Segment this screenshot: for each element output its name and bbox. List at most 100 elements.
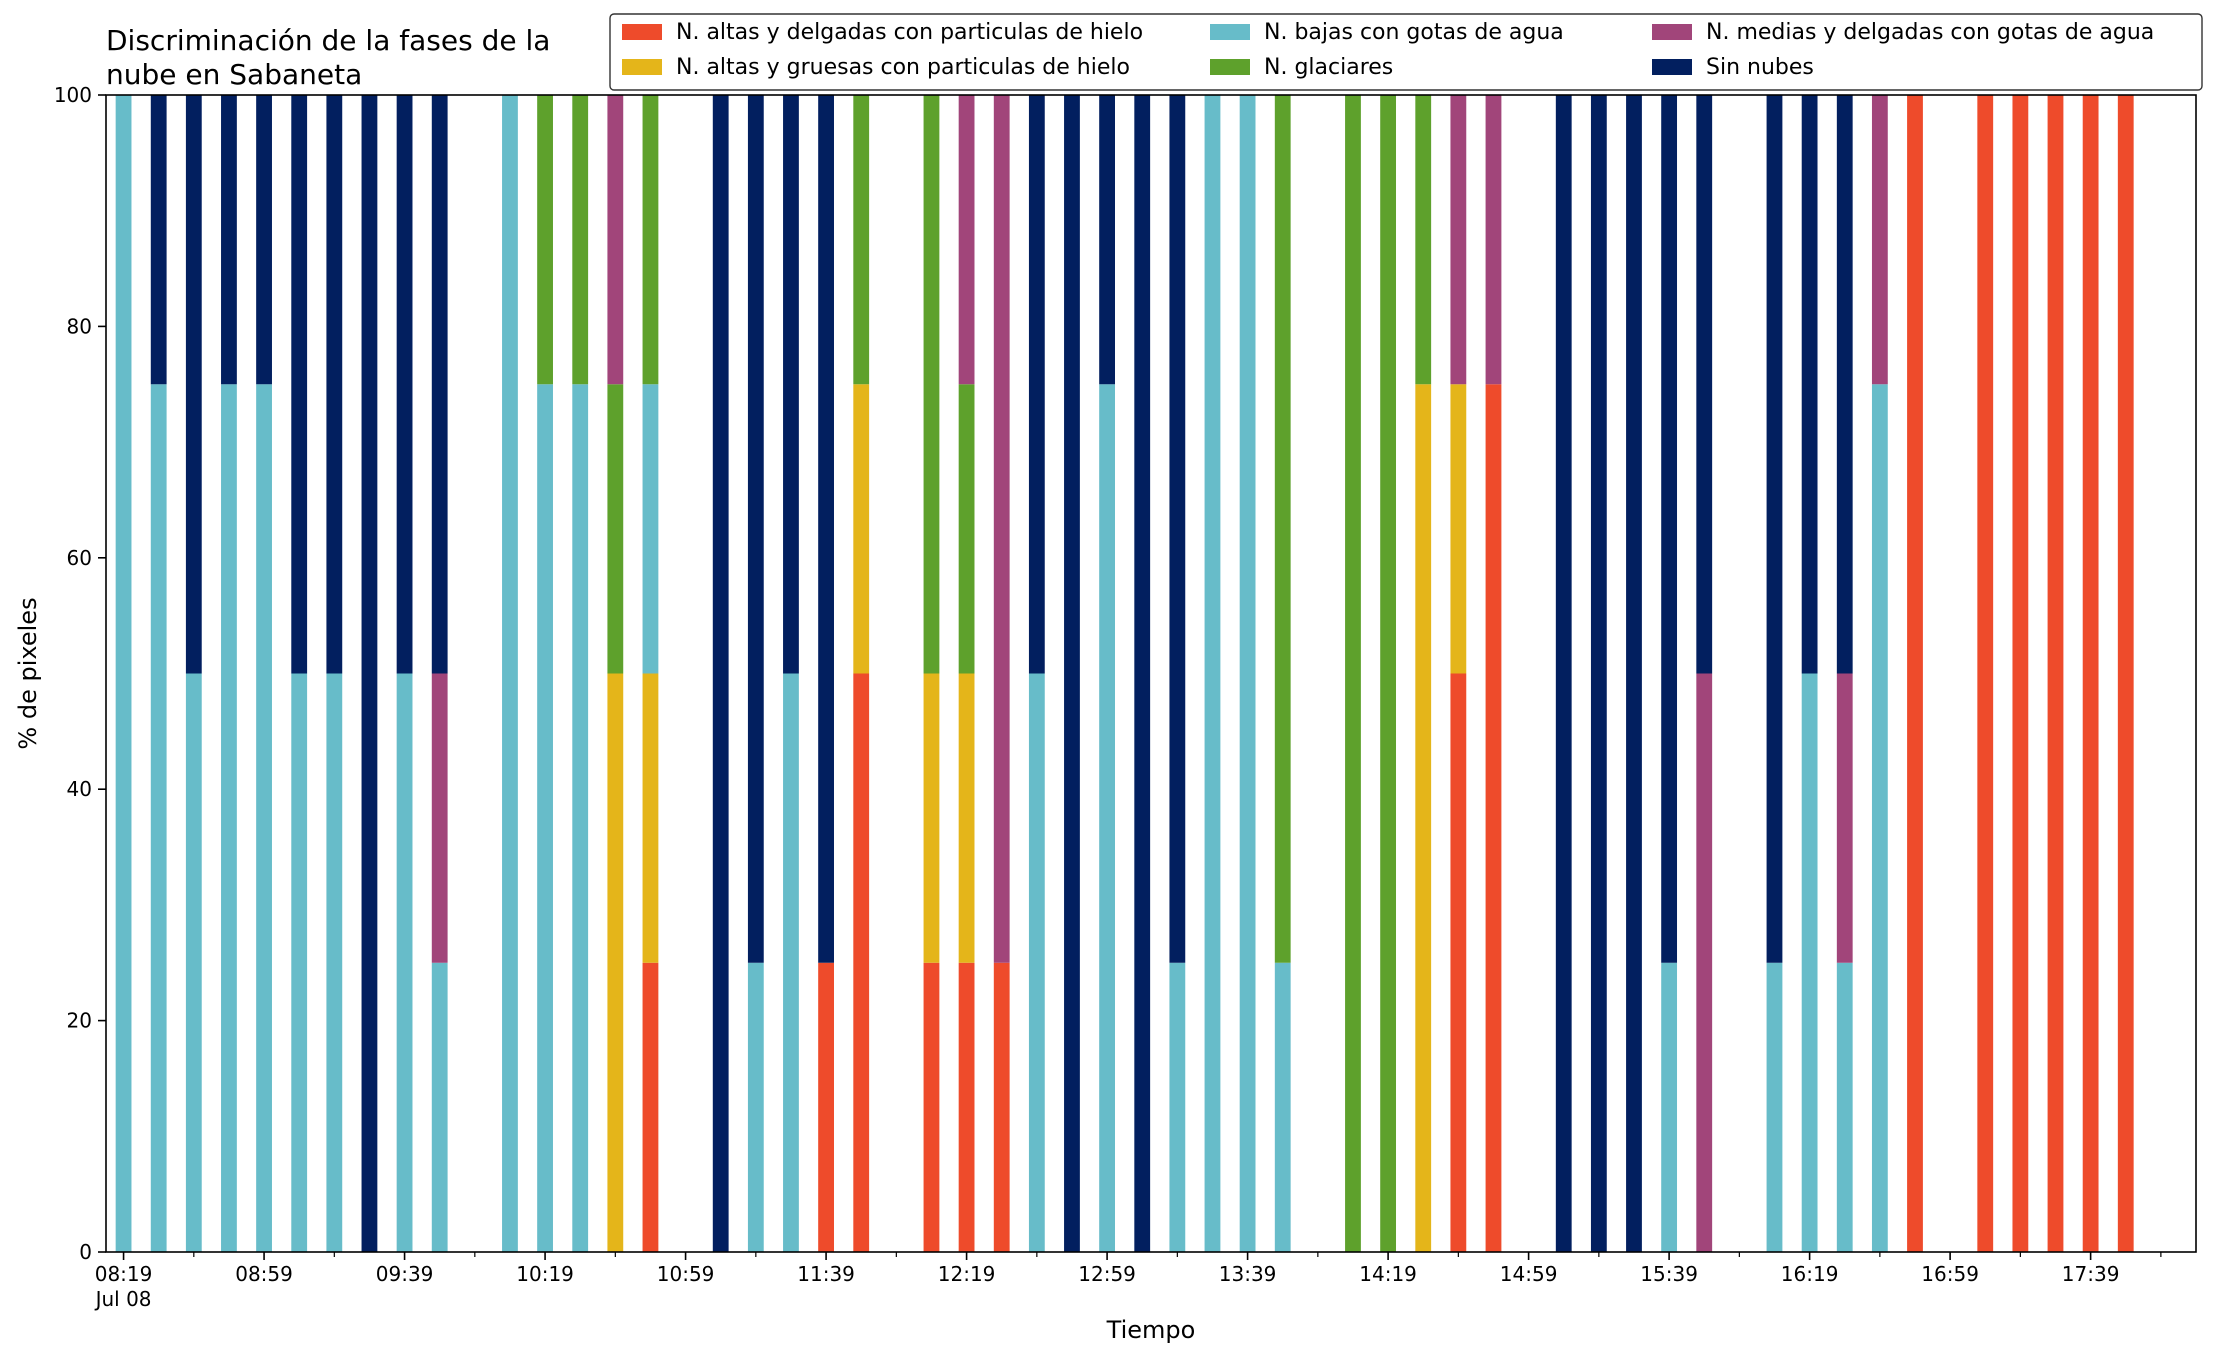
bar-stack [150, 95, 167, 1252]
legend-swatch [1652, 24, 1692, 40]
bar-stack [431, 95, 448, 1252]
legend-label: N. bajas con gotas de agua [1264, 20, 1564, 45]
bar-stack [607, 95, 624, 1252]
bar-stack [185, 95, 202, 1252]
bar-stack [1626, 95, 1642, 1252]
bar-segment [1169, 962, 1186, 1252]
bar-segment [818, 95, 834, 963]
bar-stack [256, 95, 272, 1252]
bar-stack [1801, 95, 1818, 1252]
bar-segment [1836, 673, 1853, 963]
legend-label: N. altas y gruesas con particulas de hie… [676, 55, 1130, 80]
bar-segment [853, 673, 870, 1252]
legend-swatch [622, 59, 662, 75]
bar-segment [2082, 95, 2099, 1252]
x-tick-label: 14:19 [1359, 1262, 1417, 1286]
bar-stack [1977, 95, 1994, 1252]
bar-segment [853, 95, 870, 385]
bar-stack [2047, 95, 2064, 1252]
x-tick-label: 11:39 [797, 1262, 855, 1286]
bar-stack [1028, 95, 1045, 1252]
legend-item: N. bajas con gotas de agua [1210, 20, 1564, 45]
bar-stack [1169, 95, 1186, 1252]
bar-segment [256, 384, 272, 1252]
bar-segment [221, 384, 237, 1252]
bar-segment [607, 384, 624, 674]
x-tick-label: 09:39 [376, 1262, 434, 1286]
bar-segment [431, 962, 448, 1252]
legend-label: N. glaciares [1264, 55, 1393, 80]
legend-item: N. altas y gruesas con particulas de hie… [622, 55, 1130, 80]
bar-stack [572, 95, 589, 1252]
legend-swatch [1210, 24, 1250, 40]
bar-segment [256, 95, 272, 385]
bar-segment [1274, 962, 1291, 1252]
legend-item: Sin nubes [1652, 55, 1814, 80]
bar-segment [1239, 95, 1256, 1252]
bar-segment [642, 962, 659, 1252]
bar-stack [747, 95, 764, 1252]
bar-segment [1801, 95, 1818, 674]
legend-item: N. altas y delgadas con particulas de hi… [622, 20, 1143, 45]
bar-segment [1766, 962, 1783, 1252]
bar-stack [1345, 95, 1361, 1252]
y-axis: 0 20 40 60 80 100 [54, 83, 106, 1264]
bar-stack [1239, 95, 1256, 1252]
bar-segment [993, 962, 1010, 1252]
bar-stack [1661, 95, 1678, 1252]
bar-segment [642, 95, 659, 385]
y-tick-label: 60 [67, 546, 92, 570]
x-tick-label: 13:39 [1219, 1262, 1277, 1286]
bar-segment [1836, 962, 1853, 1252]
bar-stack [993, 95, 1010, 1252]
bar-segment [221, 95, 237, 385]
chart-title-line-2: nube en Sabaneta [106, 58, 362, 91]
bar-stack [1766, 95, 1783, 1252]
bar-segment [958, 95, 975, 385]
bar-segment [853, 384, 870, 674]
bar-segment [1415, 384, 1432, 1252]
bar-segment [1766, 95, 1783, 963]
y-axis-label: % de pixeles [14, 597, 42, 749]
bar-segment [1099, 384, 1115, 1252]
bar-segment [185, 673, 202, 1252]
bar-segment [958, 673, 975, 963]
bar-segment [1696, 673, 1713, 1252]
y-tick-label: 100 [54, 83, 92, 107]
bar-segment [150, 384, 167, 1252]
plot-frame [105, 94, 2197, 1253]
bar-stack [221, 95, 237, 1252]
x-tick-sublabel: Jul 08 [94, 1287, 152, 1311]
x-tick-label: 16:59 [1921, 1262, 1979, 1286]
bar-segment [2047, 95, 2064, 1252]
bar-stack [1485, 95, 1502, 1252]
bar-segment [1555, 95, 1572, 1252]
bar-segment [396, 673, 413, 1252]
bar-segment [1274, 95, 1291, 963]
bar-segment [2117, 95, 2134, 1252]
x-tick-label: 08:19 [95, 1262, 153, 1286]
y-tick-label: 40 [67, 777, 92, 801]
bar-segment [1801, 673, 1818, 1252]
bar-segment [1415, 95, 1432, 385]
bar-segment [747, 95, 764, 963]
bar-stack [1064, 95, 1080, 1252]
bar-stack [1204, 95, 1221, 1252]
bar-stack [1099, 95, 1115, 1252]
bar-segment [1450, 673, 1467, 1252]
bar-segment [185, 95, 202, 674]
bar-stack [818, 95, 834, 1252]
bar-segment [572, 95, 589, 385]
legend-label: N. altas y delgadas con particulas de hi… [676, 20, 1143, 45]
bar-stack [2117, 95, 2134, 1252]
bar-stack [1555, 95, 1572, 1252]
bar-segment [1450, 384, 1467, 674]
bar-segment [642, 384, 659, 674]
bar-segment [1028, 95, 1045, 674]
bar-stack [326, 95, 343, 1252]
bar-segment [1661, 95, 1678, 963]
bar-segment [747, 962, 764, 1252]
legend: N. altas y delgadas con particulas de hi… [609, 13, 2203, 91]
